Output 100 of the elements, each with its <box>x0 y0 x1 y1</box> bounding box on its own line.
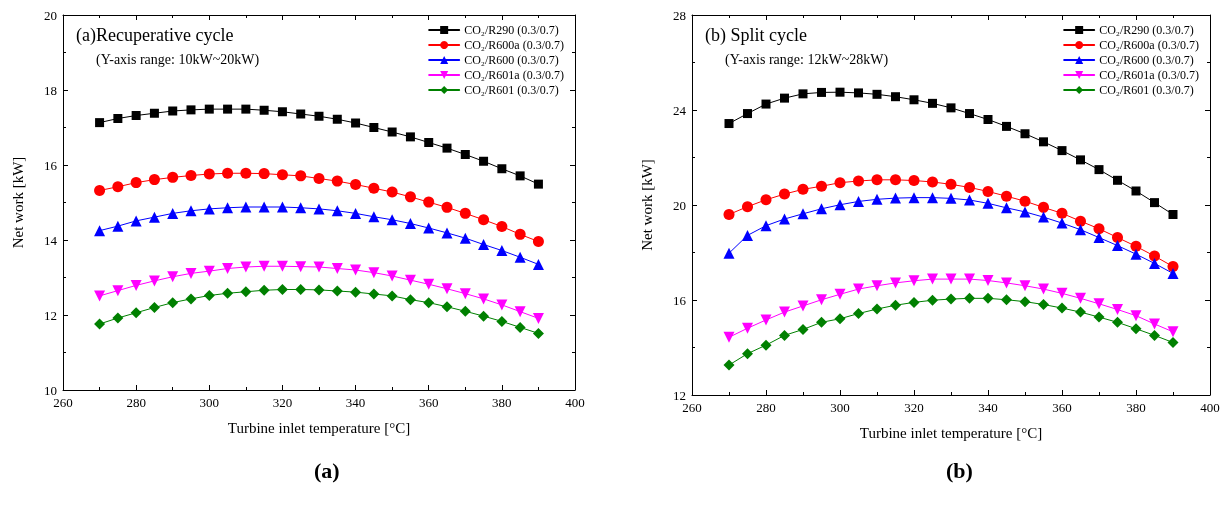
point <box>423 222 435 234</box>
point <box>186 105 196 115</box>
point <box>1093 311 1105 323</box>
point <box>404 191 416 203</box>
point <box>185 267 197 279</box>
x-tick-label: 280 <box>126 395 146 410</box>
legend-label: CO₂/R601 (0.3/0.7) <box>464 83 559 97</box>
point <box>816 294 827 306</box>
point <box>368 267 380 279</box>
point <box>112 312 124 324</box>
point <box>331 175 343 187</box>
x-tick-label: 320 <box>272 395 293 410</box>
point <box>351 118 361 128</box>
point <box>204 104 214 114</box>
legend-label: CO₂/R290 (0.3/0.7) <box>1099 23 1194 37</box>
point <box>441 283 453 295</box>
point <box>964 273 975 285</box>
point <box>222 263 234 274</box>
point <box>386 214 398 226</box>
point <box>760 314 772 326</box>
point <box>112 285 124 297</box>
point <box>441 301 453 313</box>
point <box>113 114 123 123</box>
point <box>1056 287 1068 299</box>
point <box>478 293 490 305</box>
point <box>460 150 470 159</box>
point <box>532 258 544 270</box>
point <box>871 193 883 205</box>
x-tick-label: 400 <box>565 395 585 410</box>
point <box>1001 277 1012 289</box>
point <box>816 316 827 328</box>
point <box>927 192 938 204</box>
point <box>258 201 270 213</box>
point <box>404 294 416 306</box>
point <box>853 283 864 295</box>
point <box>441 201 453 213</box>
point <box>276 169 288 181</box>
point <box>368 182 380 194</box>
point <box>854 88 863 98</box>
point <box>94 225 106 237</box>
y-tick-label: 24 <box>673 102 687 118</box>
x-tick-label: 360 <box>418 395 439 410</box>
point <box>1001 190 1012 202</box>
text: (Y-axis range: 10kW~20kW) <box>96 51 260 68</box>
point <box>1112 240 1123 252</box>
point <box>761 99 771 109</box>
y-tick-label: 10 <box>44 382 57 398</box>
point <box>1038 211 1049 223</box>
legend-label: CO₂/R600 (0.3/0.7) <box>464 53 559 67</box>
point <box>240 167 252 179</box>
point <box>222 287 234 299</box>
point <box>1149 318 1160 330</box>
point <box>259 105 269 115</box>
point <box>313 261 325 273</box>
x-tick-label: 340 <box>345 395 366 410</box>
point <box>1093 223 1105 235</box>
point <box>148 174 160 186</box>
point <box>496 315 508 327</box>
point <box>927 176 938 188</box>
point <box>295 284 307 295</box>
point <box>130 279 142 291</box>
point <box>478 310 490 322</box>
point <box>779 329 790 341</box>
point <box>1149 250 1160 262</box>
point <box>1167 267 1179 279</box>
point <box>779 213 790 225</box>
point <box>780 93 789 103</box>
point <box>834 177 846 189</box>
point <box>459 232 471 244</box>
point <box>983 115 993 124</box>
point <box>532 312 544 324</box>
point <box>982 275 994 287</box>
point <box>798 89 808 99</box>
point <box>167 171 179 183</box>
point <box>459 305 471 317</box>
point <box>723 331 735 343</box>
x-tick-label: 380 <box>492 395 512 410</box>
point <box>742 229 753 241</box>
point <box>514 306 526 318</box>
legend-label: CO₂/R600 (0.3/0.7) <box>1099 53 1194 67</box>
point <box>1019 296 1031 308</box>
point <box>295 261 307 273</box>
point <box>94 185 106 196</box>
point <box>423 297 435 309</box>
point <box>1167 261 1179 273</box>
x-tick-label: 300 <box>830 400 850 415</box>
point <box>1094 165 1104 175</box>
point <box>742 201 753 213</box>
point <box>167 207 179 219</box>
text: (b) Split cycle <box>705 25 807 46</box>
point <box>1001 294 1012 306</box>
point <box>982 185 994 197</box>
point <box>890 192 901 204</box>
point <box>496 221 508 232</box>
point <box>386 186 398 198</box>
point <box>424 138 434 147</box>
point <box>1093 298 1105 310</box>
point <box>1075 292 1086 304</box>
point <box>1130 323 1142 335</box>
point <box>313 203 325 215</box>
